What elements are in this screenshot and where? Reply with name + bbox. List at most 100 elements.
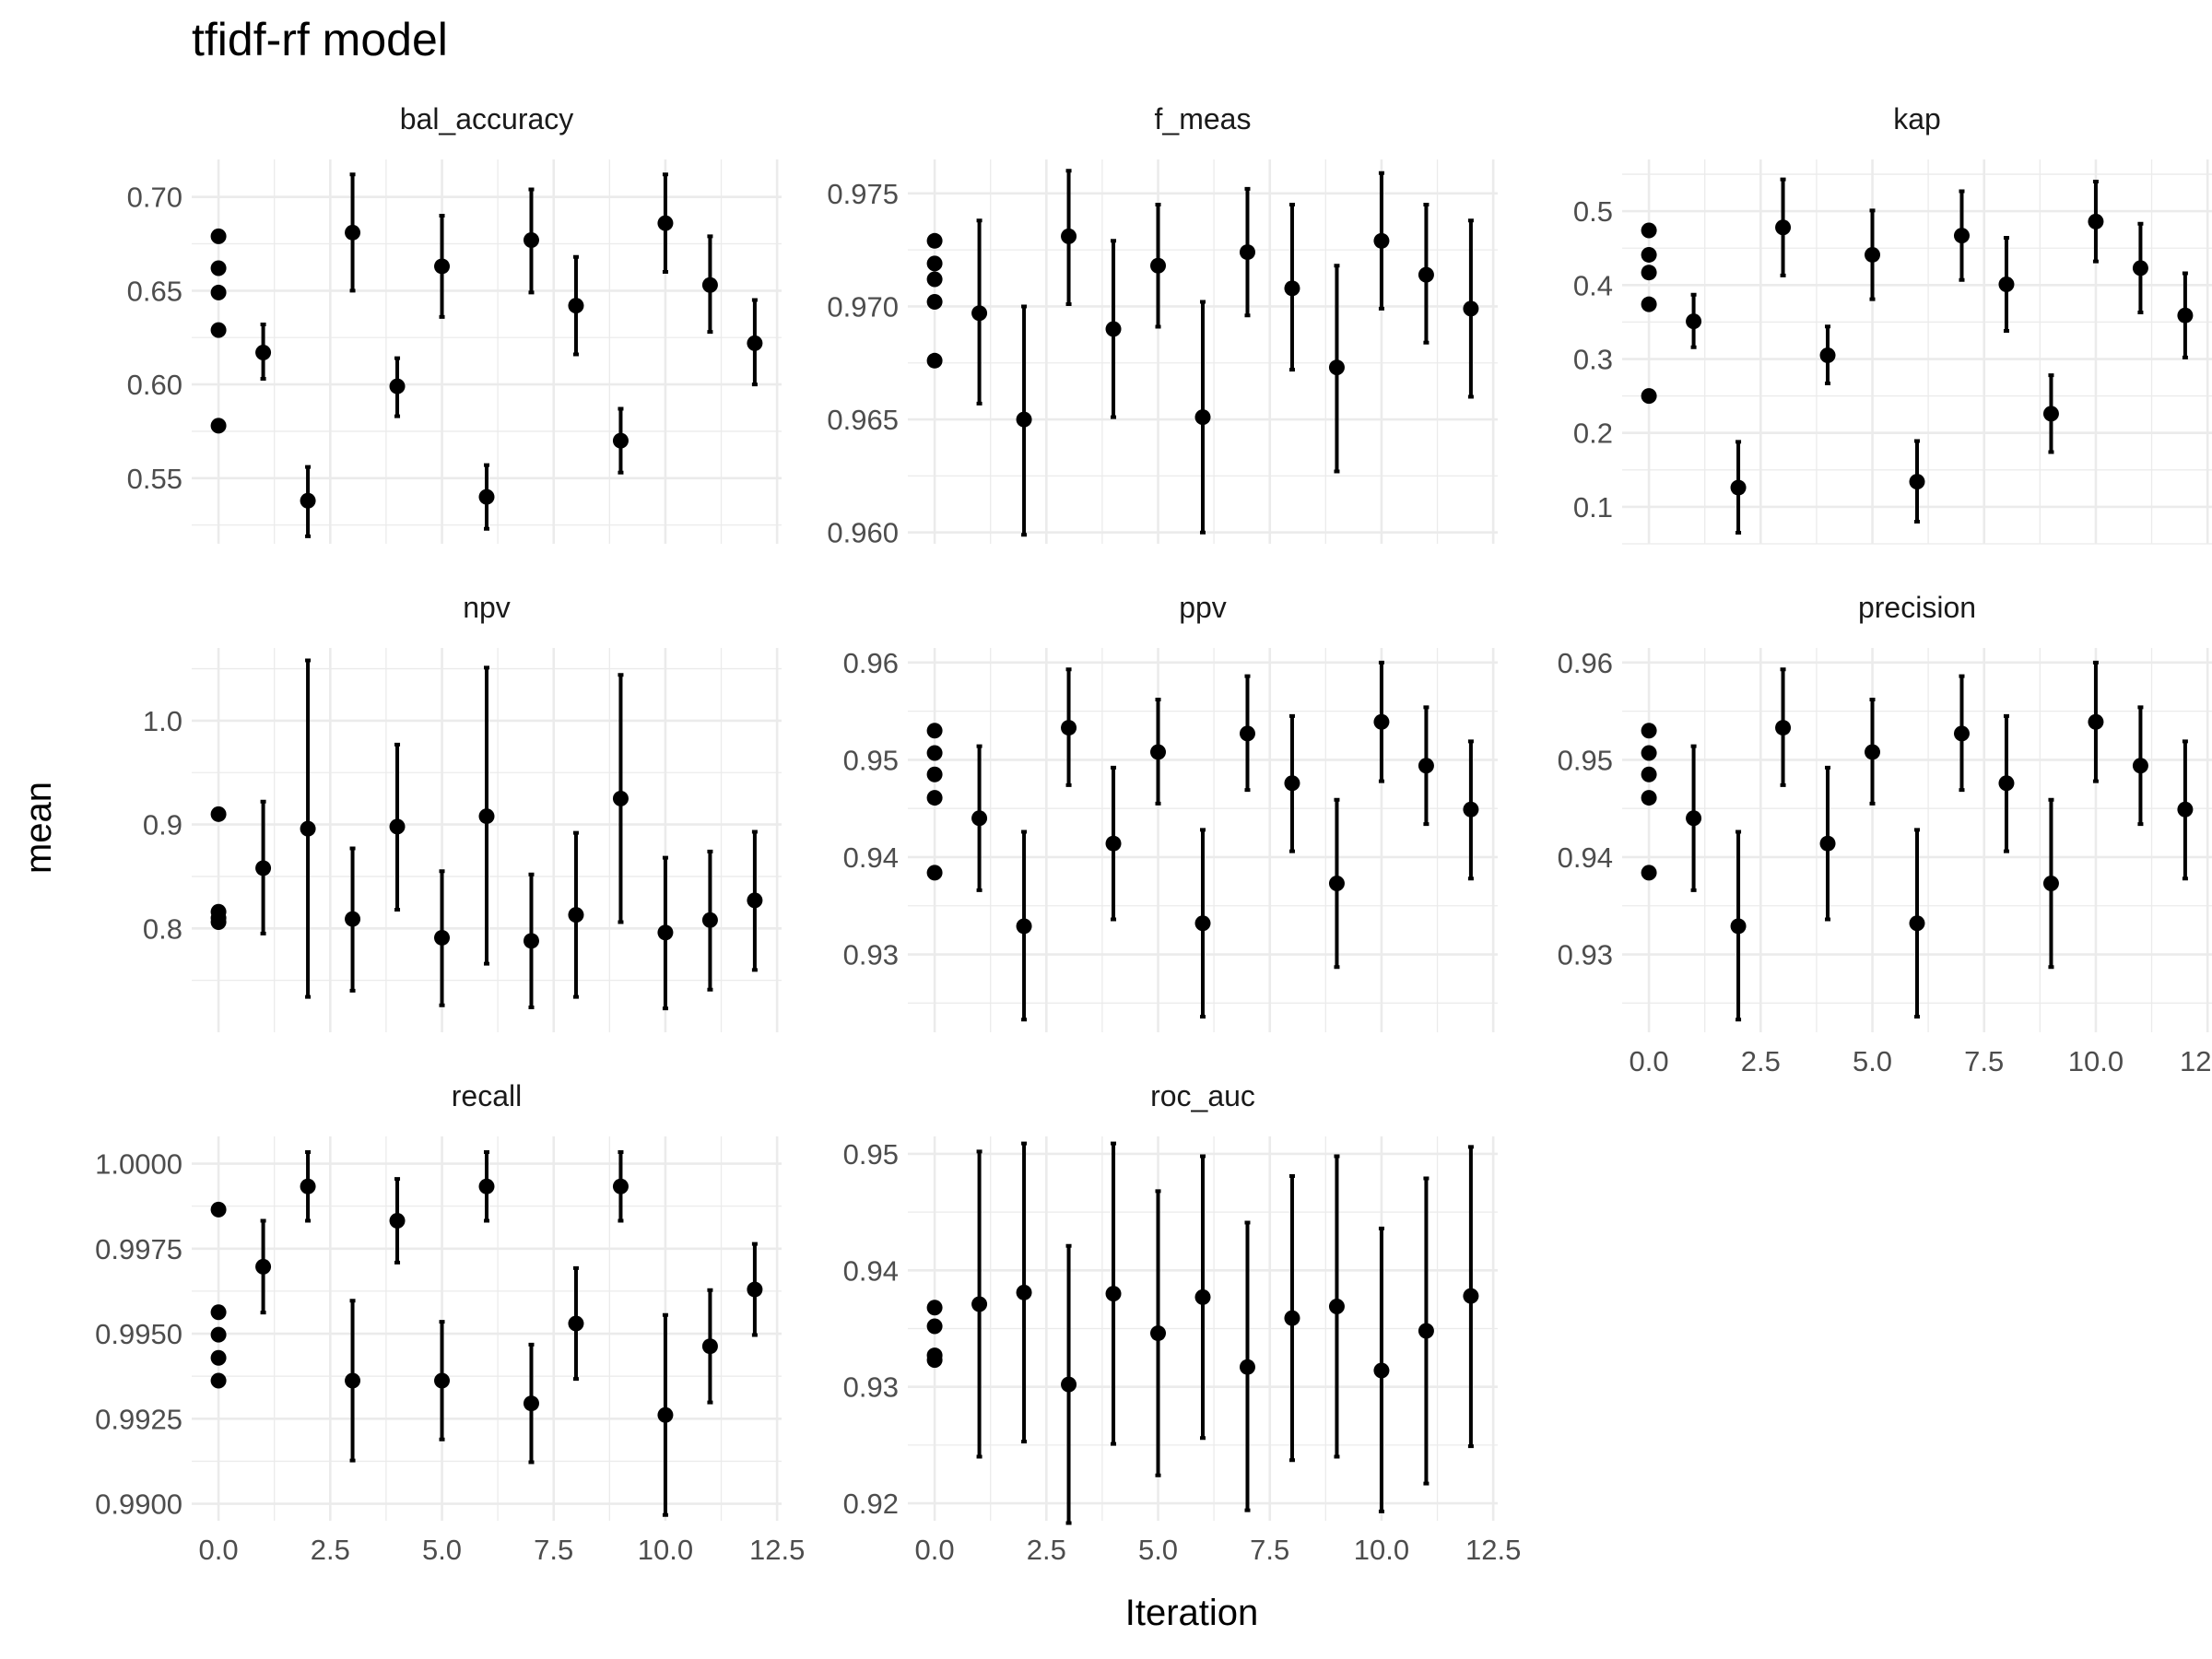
data-point [971,1296,988,1312]
strip-label: ppv [1179,591,1227,624]
y-tick-label: 1.0 [143,705,182,737]
panel-npv: npv 0.8 0.9 1.0 [143,591,782,1032]
y-tick-label: 0.3 [1573,344,1613,376]
data-point [1284,280,1300,297]
data-point [1730,918,1747,935]
data-point [1641,790,1657,806]
data-point [568,298,584,314]
data-point [1686,810,1702,827]
data-point [1641,265,1657,281]
data-point [1418,1323,1434,1339]
y-tick-label: 0.94 [843,1254,899,1287]
y-tick-label: 0.975 [827,178,899,210]
data-point [1641,766,1657,782]
panel-bal-accuracy: bal_accuracy 0.55 0.60 0.65 0.70 [127,102,782,544]
data-point [434,929,451,946]
y-tick-label: 0.96 [843,647,899,679]
data-point [345,1372,361,1389]
data-point [2088,213,2104,229]
data-point [1016,411,1032,428]
data-point [345,911,361,927]
data-point [345,224,361,241]
data-point [1284,1310,1300,1326]
x-tick-label: 5.0 [1853,1045,1892,1077]
y-tick-label: 0.4 [1573,269,1613,301]
y-tick-label: 0.9 [143,809,182,841]
data-point [612,790,629,806]
y-tick-label: 0.9950 [95,1318,182,1350]
data-point [1686,313,1702,330]
data-point [1641,222,1657,239]
data-point [2042,875,2059,891]
y-tick-label: 0.92 [843,1488,899,1520]
data-point [1463,300,1479,317]
data-point [255,860,272,877]
data-point [1016,1284,1032,1300]
data-point [1998,775,2015,792]
data-point [1194,915,1211,932]
data-point [1998,276,2015,293]
data-point [389,378,406,394]
data-point [1909,474,1925,490]
y-tick-label: 0.96 [1558,647,1613,679]
x-tick-label: 10.0 [1354,1534,1409,1566]
panel-ppv: ppv 0.93 0.94 0.95 0.96 [843,591,1498,1032]
data-point [1865,744,1881,760]
data-point [1463,801,1479,818]
data-point [210,284,227,300]
data-point [1373,1362,1390,1379]
data-point [657,924,674,941]
y-tick-label: 0.55 [127,463,182,495]
y-tick-label: 0.8 [143,912,182,945]
data-point [1239,1359,1255,1375]
panel-precision: precision 0.93 0.94 0.95 0.96 0.0 2.5 5.0 7.5 10.… [1558,591,2212,1077]
y-tick-label: 0.70 [127,182,182,214]
data-point [210,1326,227,1343]
data-point [1418,266,1434,283]
x-tick-label: 12.5 [749,1534,805,1566]
y-tick-label: 0.9900 [95,1488,182,1521]
y-tick-label: 0.93 [843,939,899,971]
panel-f-meas: f_meas 0.960 0.965 0.970 0.975 [827,102,1498,549]
data-point [478,488,495,505]
data-point [523,933,539,949]
data-point [612,432,629,449]
data-point [1909,915,1925,932]
data-point [1953,228,1970,244]
data-point [2177,307,2194,324]
y-tick-label: 0.60 [127,369,182,401]
x-tick-label: 7.5 [1250,1534,1289,1566]
data-point [1105,321,1122,337]
y-tick-label: 0.95 [843,1138,899,1171]
panel-kap: kap 0.1 0.2 0.3 0.4 0.5 [1573,102,2212,545]
data-point [255,345,272,361]
data-point [523,231,539,248]
data-point [926,232,943,249]
data-point [926,352,943,369]
data-point [1865,246,1881,263]
data-point [1328,875,1345,891]
y-tick-label: 0.9925 [95,1403,182,1435]
x-tick-label: 0.0 [915,1534,955,1566]
data-point [478,808,495,825]
data-point [1061,1376,1077,1393]
facet-panels: bal_accuracy 0.55 0.60 0.65 0.70 f_meas 0.960 0… [95,102,2212,1566]
data-point [1641,246,1657,263]
data-point [434,258,451,275]
data-point [389,818,406,835]
x-tick-label: 12.5 [2180,1045,2212,1077]
data-point [210,322,227,338]
data-point [926,865,943,881]
data-point [523,1395,539,1412]
data-point [1819,835,1836,852]
data-point [568,907,584,924]
data-point [210,260,227,276]
data-point [1150,744,1167,760]
data-point [1105,835,1122,852]
y-tick-label: 0.5 [1573,195,1613,228]
y-tick-label: 0.65 [127,275,182,307]
strip-label: roc_auc [1150,1079,1255,1112]
data-point [210,806,227,822]
strip-label: recall [452,1079,522,1112]
